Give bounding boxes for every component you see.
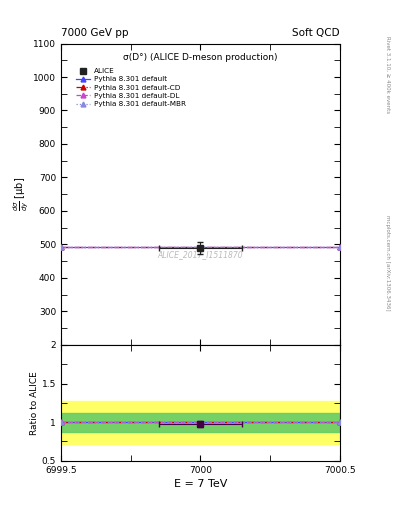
Y-axis label: $\frac{d\sigma}{dy}$ [μb]: $\frac{d\sigma}{dy}$ [μb] <box>11 177 30 211</box>
Text: 7000 GeV pp: 7000 GeV pp <box>61 28 129 38</box>
Text: Soft QCD: Soft QCD <box>292 28 340 38</box>
Y-axis label: Ratio to ALICE: Ratio to ALICE <box>30 371 39 435</box>
Text: ALICE_2017_I1511870: ALICE_2017_I1511870 <box>158 250 243 259</box>
Text: Rivet 3.1.10, ≥ 400k events: Rivet 3.1.10, ≥ 400k events <box>385 36 390 113</box>
Text: σ(D°) (ALICE D-meson production): σ(D°) (ALICE D-meson production) <box>123 53 278 61</box>
Bar <box>61 413 340 432</box>
X-axis label: E = 7 TeV: E = 7 TeV <box>174 479 227 489</box>
Legend: ALICE, Pythia 8.301 default, Pythia 8.301 default-CD, Pythia 8.301 default-DL, P: ALICE, Pythia 8.301 default, Pythia 8.30… <box>73 65 189 110</box>
Bar <box>61 400 340 444</box>
Text: mcplots.cern.ch [arXiv:1306.3436]: mcplots.cern.ch [arXiv:1306.3436] <box>385 215 390 311</box>
